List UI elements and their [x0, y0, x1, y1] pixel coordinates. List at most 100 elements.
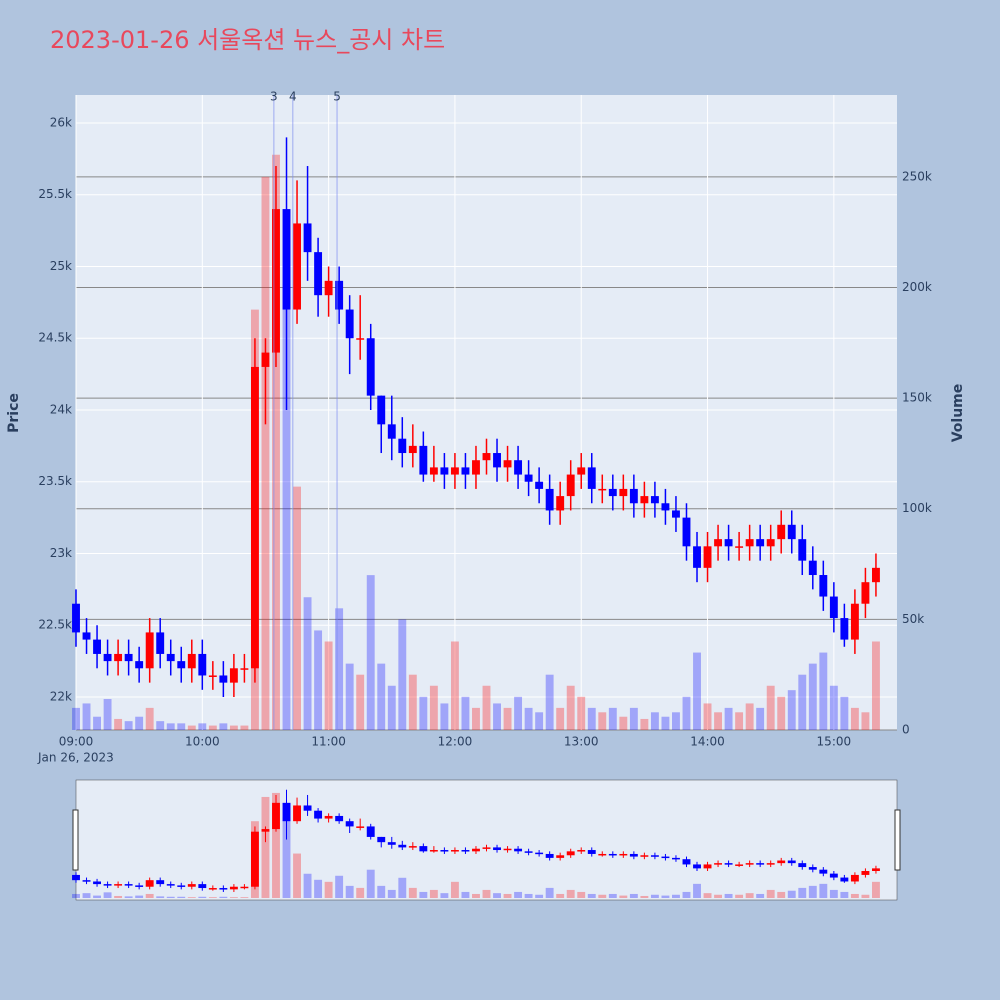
volume-bar: [682, 891, 691, 898]
y2-tick-label: 150k: [902, 391, 932, 405]
candle-body: [798, 863, 807, 868]
candle-body: [219, 675, 228, 683]
volume-bar: [261, 796, 270, 898]
volume-bar: [345, 663, 354, 730]
candle-body: [714, 863, 723, 865]
candle-body: [787, 524, 796, 540]
volume-bar: [293, 853, 301, 898]
volume-bar: [777, 696, 786, 730]
volume-bar: [398, 877, 407, 898]
candle-body: [629, 488, 638, 504]
volume-bar: [798, 887, 807, 898]
candle-body: [72, 603, 80, 633]
candle-body: [861, 870, 870, 875]
candle-body: [766, 863, 775, 865]
candle-body: [229, 886, 238, 890]
volume-bar: [861, 712, 870, 730]
y2-tick-label: 200k: [902, 280, 932, 294]
candle-body: [798, 539, 807, 561]
volume-bar: [419, 696, 428, 730]
volume-bar: [735, 894, 744, 898]
candle-body: [135, 661, 144, 669]
volume-bar: [440, 893, 449, 898]
volume-bar: [819, 652, 828, 730]
volume-bar: [545, 887, 554, 898]
candle-body: [145, 632, 154, 669]
candle-body: [335, 815, 344, 822]
volume-bar: [745, 703, 754, 730]
candle-body: [587, 467, 596, 489]
candle-body: [177, 661, 186, 669]
candle-body: [124, 884, 133, 886]
candle-body: [629, 853, 638, 857]
y-tick-label: 24.5k: [38, 331, 72, 345]
volume-bar: [587, 707, 596, 730]
candle-body: [345, 821, 354, 827]
volume-bar: [408, 887, 417, 898]
candle-body: [850, 874, 859, 882]
volume-bar: [724, 893, 733, 898]
volume-bar: [293, 486, 301, 730]
candle-body: [240, 886, 249, 889]
volume-bar: [503, 707, 512, 730]
x-tick-label: 10:00: [185, 735, 220, 749]
volume-bar: [219, 723, 228, 730]
volume-bar: [177, 723, 186, 730]
candle-body: [556, 855, 565, 858]
candle-body: [124, 653, 133, 662]
candle-body: [650, 855, 659, 857]
volume-bar: [872, 641, 880, 730]
candle-body: [514, 460, 523, 475]
volume-bar: [545, 674, 554, 730]
volume-bar: [166, 723, 175, 730]
range-slider[interactable]: [75, 779, 898, 901]
candle-body: [714, 539, 723, 547]
candle-body: [745, 539, 754, 547]
range-handle-right[interactable]: [894, 809, 901, 871]
news-marker-label: 4: [289, 90, 297, 104]
volume-bar: [440, 703, 449, 730]
volume-bar: [114, 718, 123, 730]
candle-body: [872, 868, 880, 871]
volume-bar: [135, 895, 144, 898]
x-tick-label: 15:00: [817, 735, 852, 749]
volume-bar: [208, 725, 217, 730]
candle-body: [366, 826, 375, 837]
candle-body: [219, 888, 228, 890]
candle-body: [166, 653, 175, 662]
candle-body: [282, 209, 291, 310]
candle-body: [103, 653, 112, 662]
volume-bar: [829, 685, 838, 730]
candle-body: [535, 481, 544, 489]
candle-body: [198, 653, 207, 676]
candle-body: [156, 632, 165, 654]
candle-body: [82, 880, 91, 882]
volume-bar: [714, 894, 723, 898]
volume-bar: [766, 889, 775, 898]
volume-bar: [482, 685, 491, 730]
candle-body: [461, 467, 470, 475]
volume-bar: [366, 575, 375, 730]
candle-body: [693, 546, 701, 568]
candle-body: [314, 810, 323, 819]
volume-bar: [335, 875, 344, 898]
volume-bar: [103, 699, 112, 730]
volume-bar: [356, 674, 365, 730]
volume-bar: [787, 890, 796, 898]
candle-body: [472, 460, 480, 475]
volume-bar: [398, 619, 407, 730]
volume-bar: [229, 725, 238, 730]
candle-body: [545, 488, 554, 511]
candle-body: [166, 884, 175, 886]
volume-bar: [156, 721, 165, 730]
volume-bar: [693, 883, 701, 898]
y-tick-label: 23.5k: [38, 474, 72, 488]
volume-bar: [408, 674, 417, 730]
candle-body: [450, 467, 459, 475]
volume-bar: [661, 716, 670, 730]
candle-body: [735, 546, 744, 548]
candle-body: [408, 846, 417, 848]
volume-bar: [608, 707, 617, 730]
range-handle-left[interactable]: [72, 809, 79, 871]
